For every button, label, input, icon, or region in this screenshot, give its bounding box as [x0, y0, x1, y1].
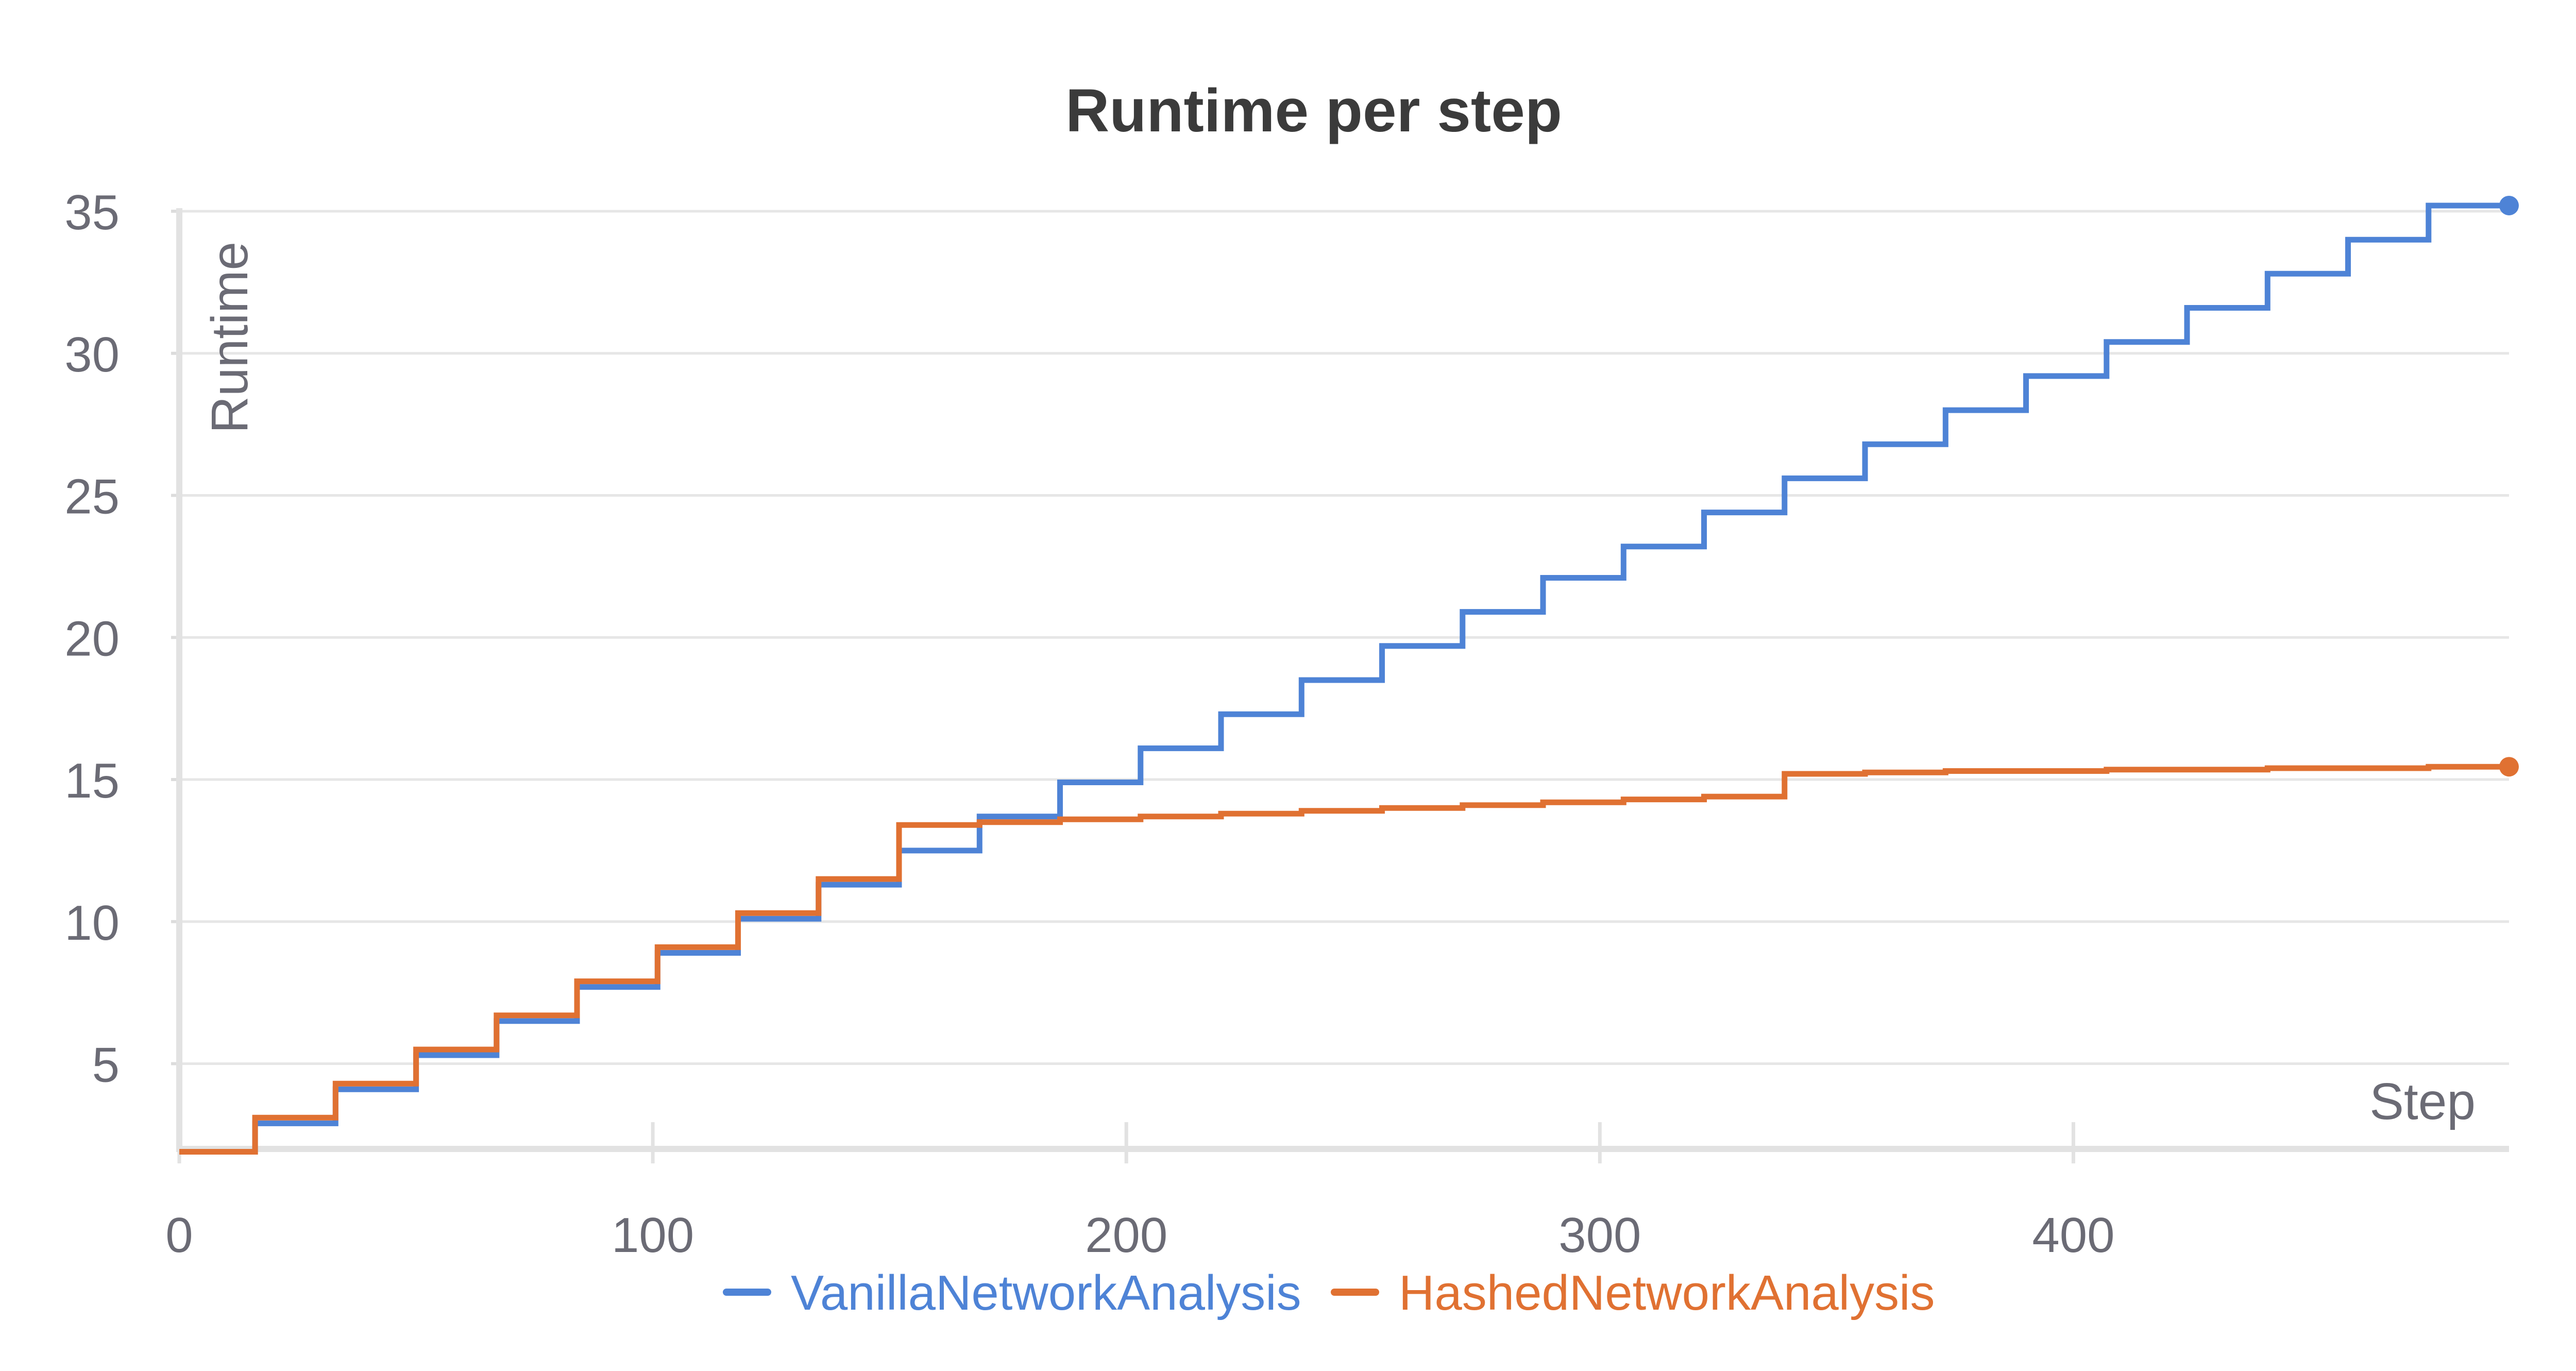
y-tick-label: 10 — [64, 895, 120, 951]
series-layer — [179, 195, 2519, 1155]
grid-layer — [179, 210, 2509, 1065]
axis-layer: 5 10 15 20 25 30 35 0 100 200 300 400 — [64, 185, 2509, 1263]
chart-title: Runtime per step — [1065, 77, 1562, 145]
x-tick-label: 0 — [165, 1208, 193, 1263]
legend: VanillaNetworkAnalysis HashedNetworkAnaly… — [723, 1265, 1935, 1321]
x-tick-label: 400 — [2032, 1208, 2114, 1263]
y-tick-label: 35 — [64, 185, 120, 240]
legend-label[interactable]: HashedNetworkAnalysis — [1399, 1265, 1935, 1321]
x-tick-label: 200 — [1085, 1208, 1167, 1263]
y-tick-label: 30 — [64, 327, 120, 382]
y-tick-label: 15 — [64, 753, 120, 808]
y-tick-label: 25 — [64, 469, 120, 524]
x-tick-label: 300 — [1558, 1208, 1641, 1263]
series-endpoint-marker[interactable] — [2499, 195, 2519, 215]
series-endpoint-marker[interactable] — [2499, 757, 2519, 777]
y-tick-label: 20 — [64, 611, 120, 666]
y-axis-label: Runtime — [201, 242, 259, 433]
x-tick-label: 100 — [612, 1208, 694, 1263]
legend-label[interactable]: VanillaNetworkAnalysis — [791, 1265, 1301, 1321]
x-axis-label: Step — [2369, 1073, 2476, 1130]
series-line-vanillanetworkanalysis[interactable] — [179, 202, 2509, 1155]
y-tick-label: 5 — [92, 1038, 120, 1093]
series-line-hashednetworkanalysis[interactable] — [179, 764, 2509, 1155]
